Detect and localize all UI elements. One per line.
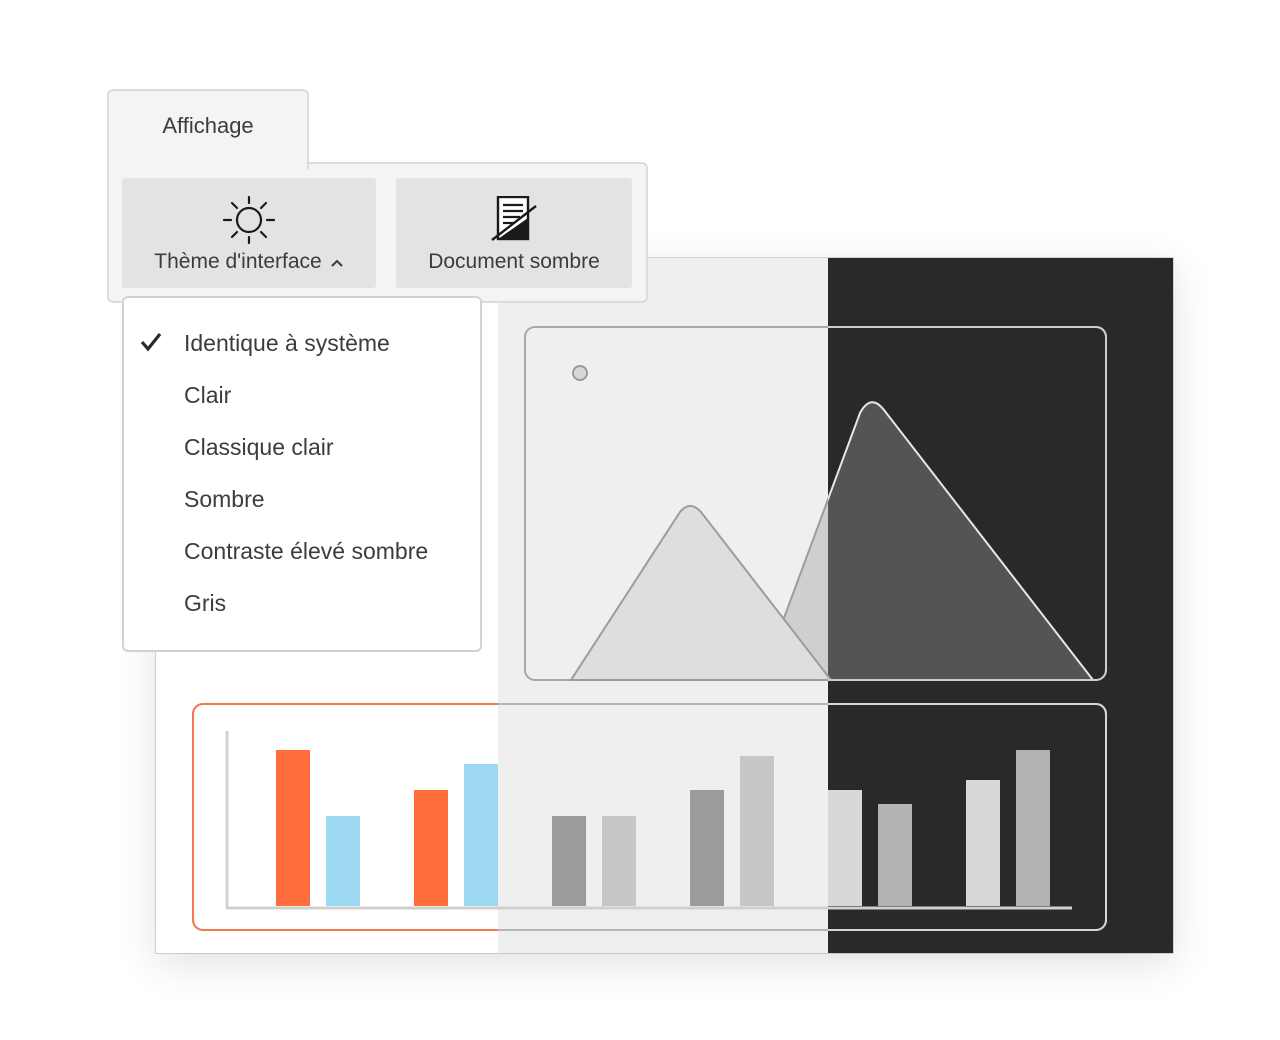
menu-item-label: Sombre — [184, 486, 265, 512]
checkmark-icon — [140, 332, 162, 357]
menu-item-identique-a-systeme[interactable]: Identique à système — [124, 318, 480, 370]
sun-icon — [222, 195, 276, 249]
bar-light-2 — [326, 816, 360, 906]
large-mountain-dark — [828, 401, 1096, 681]
menu-item-label: Classique clair — [184, 434, 334, 460]
menu-item-sombre[interactable]: Sombre — [124, 474, 480, 526]
chart-frame-highlight — [192, 703, 498, 931]
bar-gray-2 — [602, 816, 636, 906]
dark-document-button[interactable]: Document sombre — [396, 178, 632, 288]
menu-item-clair[interactable]: Clair — [124, 370, 480, 422]
bar-gray-1 — [552, 816, 586, 906]
bar-gray-3 — [690, 790, 724, 906]
menu-item-gris[interactable]: Gris — [124, 578, 480, 630]
menu-item-classique-clair[interactable]: Classique clair — [124, 422, 480, 474]
bar-dark-2 — [878, 804, 912, 906]
bar-light-1 — [276, 750, 310, 906]
dark-document-button-label: Document sombre — [428, 250, 600, 273]
menu-item-label: Identique à système — [184, 330, 390, 356]
bar-dark-4 — [1016, 750, 1050, 906]
theme-button-label: Thème d'interface — [154, 250, 322, 273]
menu-item-contraste-eleve-sombre[interactable]: Contraste élevé sombre — [124, 526, 480, 578]
tab-affichage-label: Affichage — [162, 113, 254, 138]
sun-dot — [572, 365, 588, 381]
bar-gray-4 — [740, 756, 774, 906]
bar-dark-1 — [828, 790, 862, 906]
chevron-up-icon — [330, 250, 344, 274]
dark-document-icon — [490, 195, 538, 247]
bar-dark-3 — [966, 780, 1000, 906]
bar-light-4 — [464, 764, 498, 906]
theme-button[interactable]: Thème d'interface — [122, 178, 376, 288]
menu-item-label: Clair — [184, 382, 232, 408]
menu-item-label: Gris — [184, 590, 227, 616]
bar-light-3 — [414, 790, 448, 906]
tab-affichage[interactable]: Affichage — [107, 89, 309, 169]
menu-item-label: Contraste élevé sombre — [184, 538, 429, 564]
theme-dropdown-menu: Identique à système Clair Classique clai… — [122, 296, 482, 652]
large-mountain-gray — [759, 496, 828, 681]
small-mountain — [569, 505, 834, 681]
